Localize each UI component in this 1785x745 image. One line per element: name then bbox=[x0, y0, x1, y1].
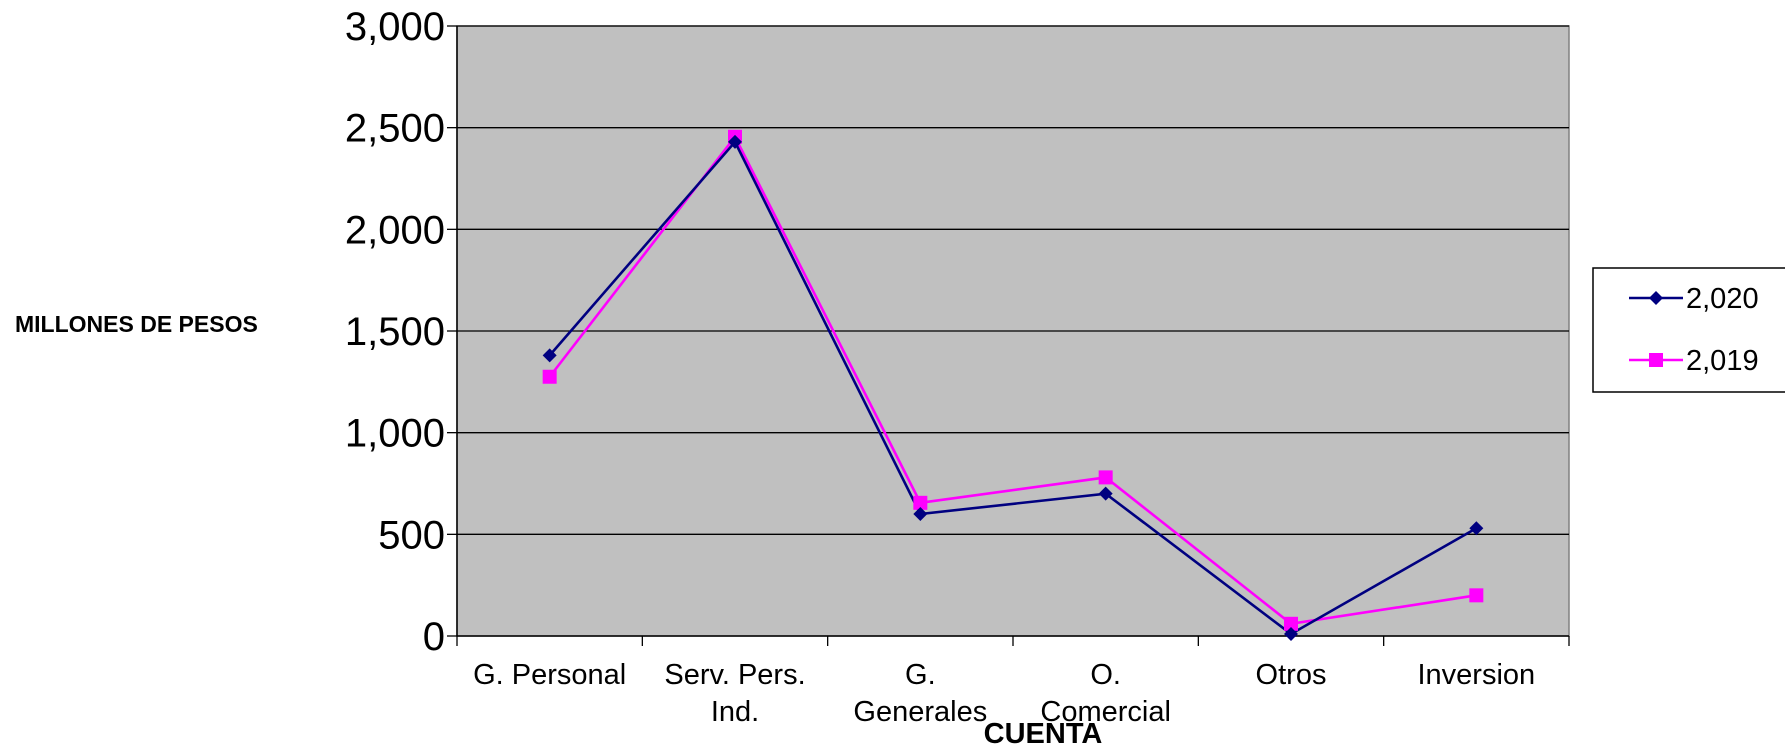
data-point bbox=[1284, 626, 1298, 641]
legend-label: 2,019 bbox=[1686, 345, 1759, 377]
y-tick-label: 0 bbox=[423, 615, 445, 659]
series-group bbox=[542, 129, 1484, 641]
y-tick-label: 1,500 bbox=[345, 310, 445, 354]
gridlines bbox=[457, 25, 1569, 535]
x-tick-label: G. Generales bbox=[853, 659, 987, 728]
y-tick-label: 3,000 bbox=[345, 5, 445, 49]
x-tick-label: O. Comercial bbox=[1040, 659, 1171, 728]
legend-box bbox=[1592, 267, 1785, 393]
x-tick-label: Serv. Pers. Ind. bbox=[664, 659, 805, 728]
data-point bbox=[913, 507, 928, 521]
data-point bbox=[1469, 588, 1484, 603]
data-point bbox=[1098, 470, 1113, 485]
data-point bbox=[1469, 521, 1484, 536]
y-tick-label: 500 bbox=[378, 513, 445, 557]
data-point bbox=[728, 134, 742, 149]
legend: 2,020 2,019 bbox=[1592, 267, 1785, 393]
data-point bbox=[1098, 486, 1113, 501]
legend-label: 2,020 bbox=[1686, 283, 1759, 315]
y-axis-title: MILLONES DE PESOS bbox=[15, 311, 258, 337]
x-tick-label: Inversion bbox=[1417, 659, 1535, 691]
x-tick-label: G. Personal bbox=[473, 659, 626, 691]
legend-marker bbox=[1649, 291, 1663, 305]
data-point bbox=[542, 348, 557, 363]
data-point bbox=[542, 369, 557, 384]
data-point bbox=[913, 495, 928, 510]
y-tick-label: 1,000 bbox=[345, 412, 445, 456]
y-axis-ticks: 0 500 1,000 1,500 2,000 2,500 3,000 bbox=[345, 5, 457, 659]
data-point bbox=[1284, 616, 1298, 631]
x-tick-label: Otros bbox=[1256, 659, 1327, 691]
x-axis-ticks: G. Personal Serv. Pers. Ind. G. Generales O. C… bbox=[456, 636, 1570, 728]
y-tick-label: 2,500 bbox=[345, 107, 445, 151]
series-line-0 bbox=[548, 139, 1477, 636]
y-tick-label: 2,000 bbox=[345, 208, 445, 252]
x-axis-title: CUENTA bbox=[984, 718, 1103, 745]
legend-marker bbox=[1649, 353, 1663, 367]
